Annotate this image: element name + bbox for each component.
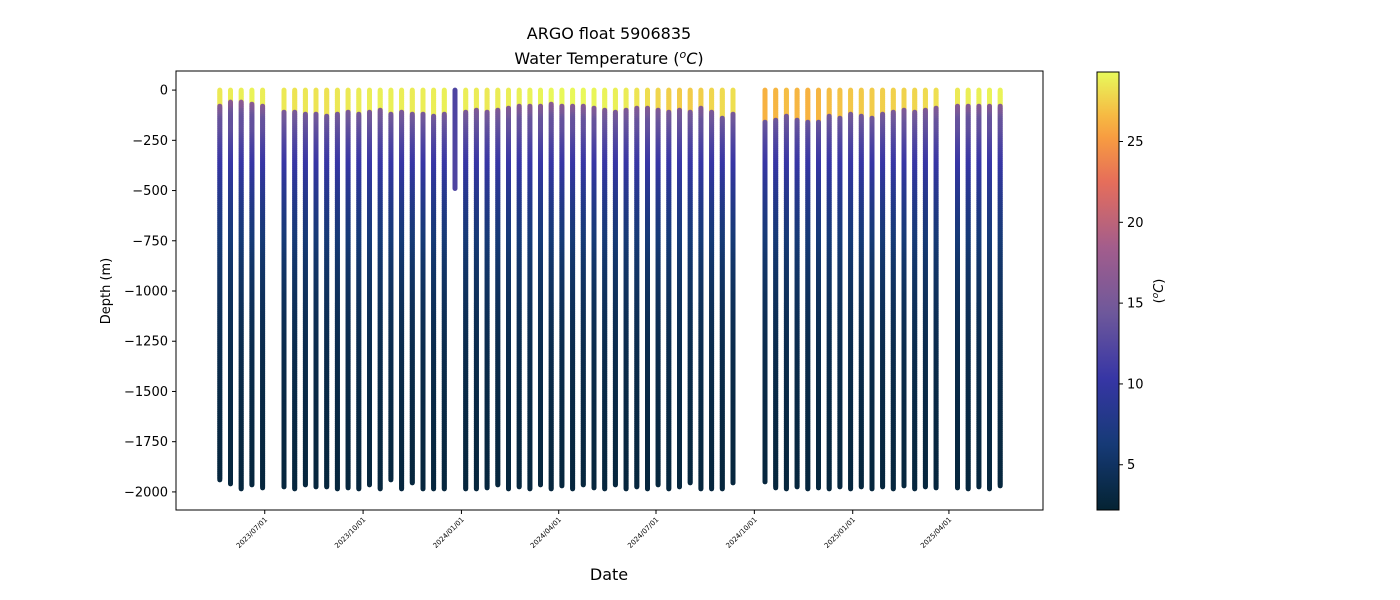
x-axis: 2023/07/01 2023/10/01 2024/01/01 2024/04/01… [235,510,953,550]
x-tick-label: 2025/04/01 [919,516,953,550]
y-tick-label: −1000 [124,285,168,300]
colorbar [1096,71,1120,511]
y-tick-label: 0 [160,84,168,99]
x-tick-label: 2023/07/01 [235,516,269,550]
colorbar-label-open: ( [1152,298,1167,303]
colorbar-tick-label: 10 [1127,377,1144,392]
chart-title-line2: Water Temperature (oC) [514,48,703,68]
colorbar-label-unit: C [1152,283,1167,293]
colorbar-tick-label: 15 [1127,297,1144,312]
y-tick-label: −2000 [124,485,168,500]
y-tick-label: −750 [132,234,168,249]
x-tick-label: 2025/01/01 [823,516,857,550]
y-tick-label: −500 [132,184,168,199]
y-tick-label: −1750 [124,435,168,450]
x-tick-label: 2024/01/01 [432,516,466,550]
chart-title-unit: C [686,49,698,68]
x-axis-label: Date [590,565,628,584]
y-axis-label: Depth (m) [99,258,114,325]
colorbar-tick-label: 5 [1127,458,1135,473]
colorbar-label-close: ) [1152,279,1167,284]
y-tick-label: −1250 [124,335,168,350]
x-tick-label: 2024/07/01 [626,516,660,550]
plot-marks [217,87,1003,492]
x-tick-label: 2024/10/01 [725,516,759,550]
y-axis: 0 −250 −500 −750 −1000 −1250 −1500 −1750 −2000 [124,84,176,500]
chart-title-line1: ARGO float 5906835 [527,24,691,43]
colorbar-tick-label: 25 [1127,135,1144,150]
x-tick-label: 2024/04/01 [529,516,563,550]
chart-title-text: Water Temperature ( [514,49,679,68]
plot-area-frame [175,70,1044,511]
colorbar-ticks: 5 10 15 20 25 [1119,135,1144,473]
colorbar-label: (oC) [1151,279,1167,304]
colorbar-label-sup: o [1151,292,1161,298]
x-tick-label: 2023/10/01 [333,516,367,550]
y-tick-label: −250 [132,134,168,149]
colorbar-tick-label: 20 [1127,216,1144,231]
chart-title-close: ) [697,49,703,68]
chart-title-unit-sup: o [679,48,686,61]
y-tick-label: −1500 [124,385,168,400]
